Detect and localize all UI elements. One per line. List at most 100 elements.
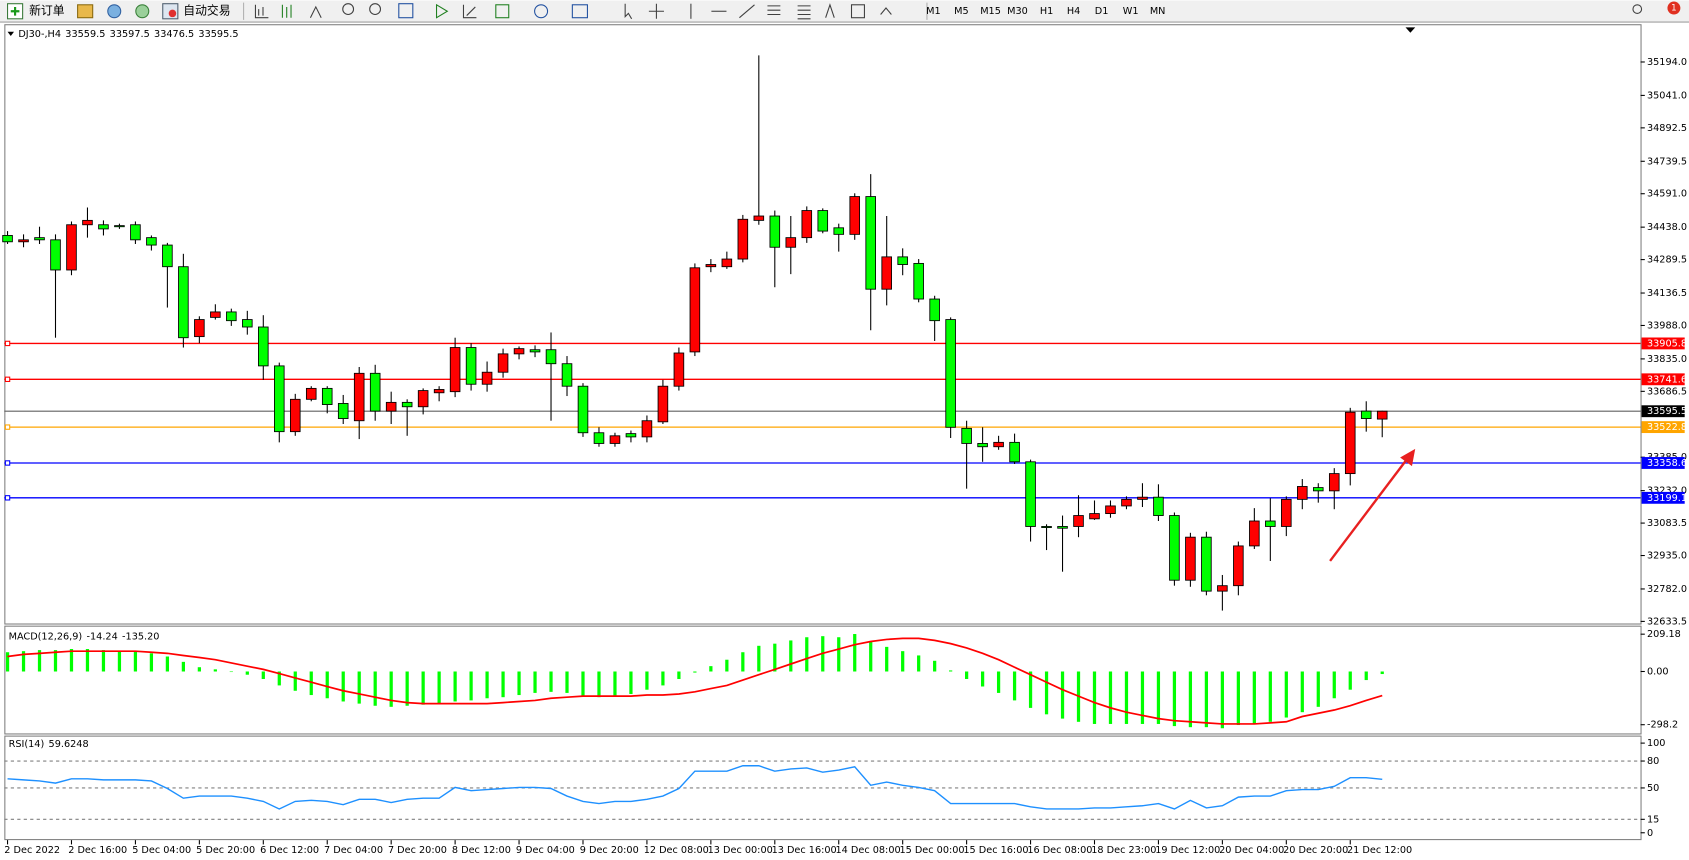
- candle-body: [993, 441, 1004, 448]
- candle-body: [913, 262, 924, 300]
- candle-body: [1089, 513, 1100, 520]
- timeframe-button[interactable]: W1: [1123, 6, 1139, 17]
- indicator-value: -135.20: [122, 631, 159, 642]
- timeframe-button[interactable]: M5: [954, 6, 969, 17]
- timeframe-button[interactable]: H4: [1067, 6, 1080, 17]
- icon[interactable]: [495, 4, 510, 19]
- ohlc-open: 33559.5: [65, 29, 105, 40]
- y-tick-label: 34136.5: [1647, 288, 1687, 299]
- candle-body: [1073, 515, 1084, 527]
- candle-body: [769, 215, 781, 248]
- candle-body: [881, 256, 892, 290]
- macd-bar: [437, 671, 441, 704]
- icon[interactable]: [767, 5, 781, 16]
- icon[interactable]: [107, 4, 122, 19]
- icon[interactable]: [739, 4, 755, 19]
- timeframe-button[interactable]: M30: [1007, 6, 1028, 17]
- macd-bar: [741, 652, 745, 672]
- candle-body: [1313, 487, 1324, 492]
- macd-bar: [917, 655, 921, 672]
- macd-bar: [885, 646, 889, 672]
- level-handle: [4, 376, 11, 382]
- x-tick-label: 2 Dec 2022: [4, 845, 60, 856]
- y-tick-label: 33988.0: [1647, 320, 1687, 331]
- timeframe-button[interactable]: M15: [980, 6, 1001, 17]
- timeframe-button[interactable]: M1: [926, 6, 941, 17]
- icon[interactable]: [624, 3, 633, 20]
- macd-bar: [341, 671, 345, 702]
- timeframe-button[interactable]: H1: [1040, 6, 1053, 17]
- y-tick-label: 50: [1647, 783, 1659, 794]
- level-handle: [4, 424, 11, 430]
- icon[interactable]: [462, 4, 477, 19]
- candle-body: [289, 398, 301, 433]
- icon[interactable]: [135, 4, 150, 19]
- price-tag-label: 33905.8: [1647, 338, 1687, 349]
- icon[interactable]: [342, 3, 355, 16]
- x-tick-label: 5 Dec 20:00: [196, 845, 255, 856]
- icon[interactable]: [369, 3, 382, 16]
- ohlc-close: 33595.5: [198, 29, 238, 40]
- y-tick-label: -298.2: [1647, 720, 1678, 731]
- candle-body: [1169, 515, 1180, 581]
- icon[interactable]: [309, 5, 322, 18]
- macd-bar: [293, 671, 297, 691]
- icon[interactable]: [825, 3, 835, 18]
- x-tick-label: 20 Dec 20:00: [1283, 845, 1348, 856]
- candle-body: [369, 372, 381, 412]
- timeframe-button[interactable]: MN: [1150, 6, 1166, 17]
- y-tick-label: 32633.5: [1647, 616, 1687, 627]
- macd-bar: [1204, 671, 1209, 728]
- icon[interactable]: [797, 5, 811, 20]
- candle-body: [1281, 498, 1292, 527]
- candle-body: [353, 372, 365, 422]
- x-tick-label: 13 Dec 16:00: [772, 845, 837, 856]
- macd-bar: [1284, 671, 1288, 718]
- candle-body: [194, 319, 205, 338]
- icon[interactable]: [534, 4, 549, 19]
- notification-badge[interactable]: [1667, 1, 1681, 15]
- candle-body: [2, 235, 13, 243]
- x-tick-label: 9 Dec 04:00: [516, 845, 575, 856]
- macd-bar: [789, 640, 793, 672]
- macd-bar: [213, 669, 217, 672]
- macd-bar: [117, 651, 122, 672]
- candle-body: [50, 239, 61, 271]
- macd-bar: [133, 651, 138, 672]
- candle-body: [242, 319, 253, 328]
- icon[interactable]: [648, 3, 664, 19]
- candle-body: [529, 349, 541, 353]
- macd-bar: [853, 634, 857, 672]
- icon[interactable]: [880, 7, 892, 15]
- new-order-button[interactable]: 新订单: [7, 3, 65, 20]
- icon[interactable]: [571, 4, 588, 19]
- macd-bar: [469, 671, 473, 701]
- icon[interactable]: [398, 3, 414, 19]
- macd-bar: [1332, 671, 1336, 699]
- icon[interactable]: [281, 4, 292, 18]
- macd-bar: [1236, 671, 1240, 726]
- macd-bar: [725, 659, 729, 672]
- y-tick-label: 34289.5: [1647, 255, 1687, 266]
- auto-trading-button[interactable]: 自动交易: [162, 3, 231, 20]
- y-tick-label: 80: [1647, 756, 1659, 767]
- macd-bar: [1172, 671, 1177, 727]
- price-tag: [1641, 337, 1685, 350]
- timeframe-button[interactable]: D1: [1095, 6, 1109, 17]
- macd-bar: [261, 671, 265, 679]
- macd-bar: [645, 671, 649, 690]
- search-icon[interactable]: [1632, 4, 1643, 14]
- icon[interactable]: [850, 4, 865, 19]
- icon[interactable]: [435, 3, 449, 19]
- icon[interactable]: [254, 4, 269, 19]
- candle-body: [641, 420, 653, 438]
- candle-body: [1376, 410, 1388, 420]
- y-tick-label: 35041.0: [1647, 90, 1687, 101]
- macd-bar: [933, 660, 937, 672]
- x-tick-label: 6 Dec 12:00: [260, 845, 319, 856]
- y-tick-label: 35194.0: [1647, 57, 1687, 68]
- candle-body: [1025, 461, 1036, 527]
- icon[interactable]: [77, 4, 94, 19]
- macd-bar: [757, 645, 761, 672]
- y-tick-label: 34438.0: [1647, 222, 1687, 233]
